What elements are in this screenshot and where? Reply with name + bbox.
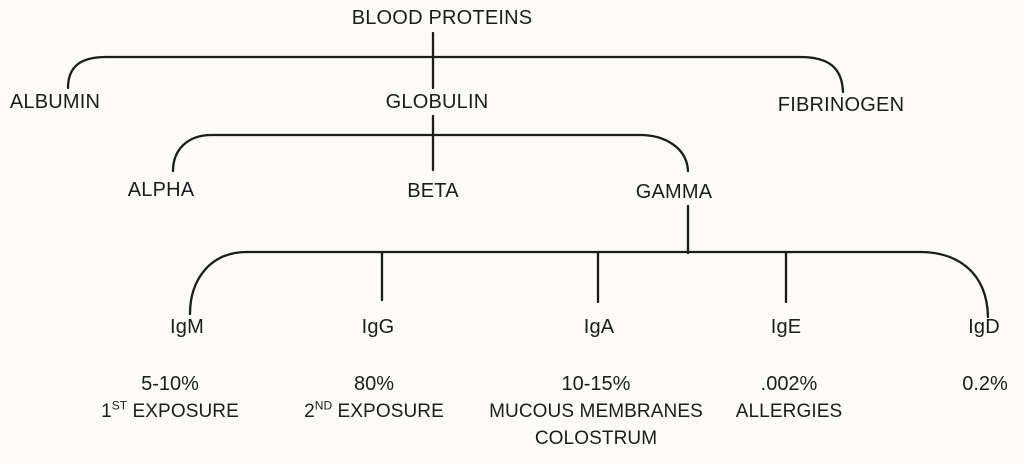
level2-branch-line bbox=[171, 133, 690, 173]
igd-details: 0.2% bbox=[962, 371, 1008, 398]
igm-note-post: EXPOSURE bbox=[127, 401, 239, 422]
igg-note-post: EXPOSURE bbox=[332, 401, 444, 422]
ige-note-line1: ALLERGIES bbox=[736, 398, 843, 425]
node-beta: BETA bbox=[407, 180, 459, 202]
iga-details: 10-15% MUCOUS MEMBRANES COLOSTRUM bbox=[489, 371, 703, 452]
iga-note-line2: COLOSTRUM bbox=[534, 428, 658, 449]
igg-percentage: 80% bbox=[353, 373, 395, 395]
level1-branch-line bbox=[66, 55, 845, 94]
iga-percentage: 10-15% bbox=[561, 373, 631, 395]
node-fibrinogen: FIBRINOGEN bbox=[777, 94, 905, 116]
igd-percentage: 0.2% bbox=[962, 373, 1008, 395]
ige-details: .002% ALLERGIES bbox=[736, 371, 843, 425]
igg-note-line1: 2ND EXPOSURE bbox=[304, 398, 444, 425]
igg-note-superscript: ND bbox=[314, 398, 333, 413]
node-blood-proteins: BLOOD PROTEINS bbox=[351, 7, 533, 29]
igm-note-superscript: ST bbox=[111, 398, 128, 413]
igm-note-line1: 1ST EXPOSURE bbox=[101, 398, 239, 425]
node-igm: IgM bbox=[170, 316, 204, 338]
ige-percentage: .002% bbox=[760, 373, 818, 395]
ige-note-pre: ALLERGIES bbox=[735, 401, 843, 422]
node-igg: IgG bbox=[361, 316, 395, 338]
node-alpha: ALPHA bbox=[127, 179, 195, 201]
node-globulin: GLOBULIN bbox=[385, 91, 489, 113]
node-ige: IgE bbox=[770, 316, 802, 338]
node-gamma: GAMMA bbox=[635, 181, 713, 203]
node-iga: IgA bbox=[583, 316, 615, 338]
iga-note-pre: MUCOUS MEMBRANES bbox=[489, 401, 703, 422]
igg-details: 80% 2ND EXPOSURE bbox=[304, 371, 444, 425]
level3-branch-line bbox=[188, 250, 990, 319]
igm-percentage: 5-10% bbox=[141, 373, 199, 395]
iga-note-line1: MUCOUS MEMBRANES bbox=[489, 398, 703, 425]
igg-note-pre: 2 bbox=[304, 401, 315, 422]
node-igd: IgD bbox=[968, 316, 1000, 338]
igm-note-pre: 1 bbox=[101, 401, 112, 422]
igm-details: 5-10% 1ST EXPOSURE bbox=[101, 371, 239, 425]
node-albumin: ALBUMIN bbox=[9, 91, 101, 113]
